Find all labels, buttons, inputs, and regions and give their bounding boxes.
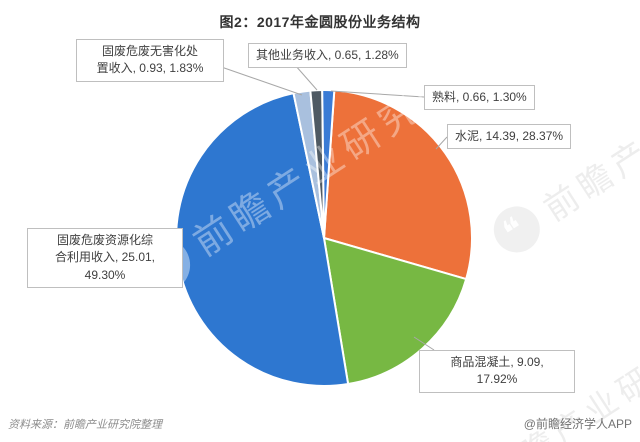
data-label-line: 熟料, 0.66, 1.30% (432, 90, 527, 104)
data-label-line: 17.92% (476, 372, 518, 387)
data-label-line: 商品混凝土, 9.09, (450, 355, 544, 369)
pie-slices (175, 89, 473, 387)
data-label-line: 固废危废资源化综 (56, 233, 153, 247)
pie-slice-clinker (321, 89, 336, 239)
data-label-concrete: 商品混凝土, 9.09, 17.92% (419, 350, 575, 393)
credit-note: @前瞻经济学人APP (523, 417, 632, 431)
pie-slice-cement (323, 89, 473, 281)
data-label-cement: 水泥, 14.39, 28.37% (447, 124, 572, 150)
data-label-line: 固废危废无害化处 (101, 44, 198, 58)
data-label-line: 水泥, 14.39, 28.37% (455, 129, 564, 143)
data-label-clinker: 熟料, 0.66, 1.30% (424, 85, 535, 111)
leader-line-cement (435, 136, 448, 150)
pie-slice-concrete (323, 237, 468, 386)
data-label-resource-utilization: 固废危废资源化综 合利用收入, 25.01, 49.30% (27, 228, 183, 289)
data-label-other-business: 其他业务收入, 0.65, 1.28% (248, 43, 407, 69)
source-note: 资料来源：前瞻产业研究院整理 (8, 419, 162, 431)
data-label-line: 其他业务收入, 0.65, 1.28% (256, 48, 399, 62)
data-label-line: 49.30% (84, 267, 126, 282)
chart-title: 图2：2017年金圆股份业务结构 (219, 14, 421, 30)
leader-line-other-business (294, 64, 318, 91)
data-label-line: 合利用收入, 25.01, (54, 250, 156, 265)
data-label-line: 置收入, 0.93, 1.83% (96, 61, 204, 76)
leader-line-concrete (413, 336, 435, 351)
leader-line-clinker (330, 90, 425, 98)
data-label-harmless-disposal: 固废危废无害化处 置收入, 0.93, 1.83% (76, 39, 224, 82)
